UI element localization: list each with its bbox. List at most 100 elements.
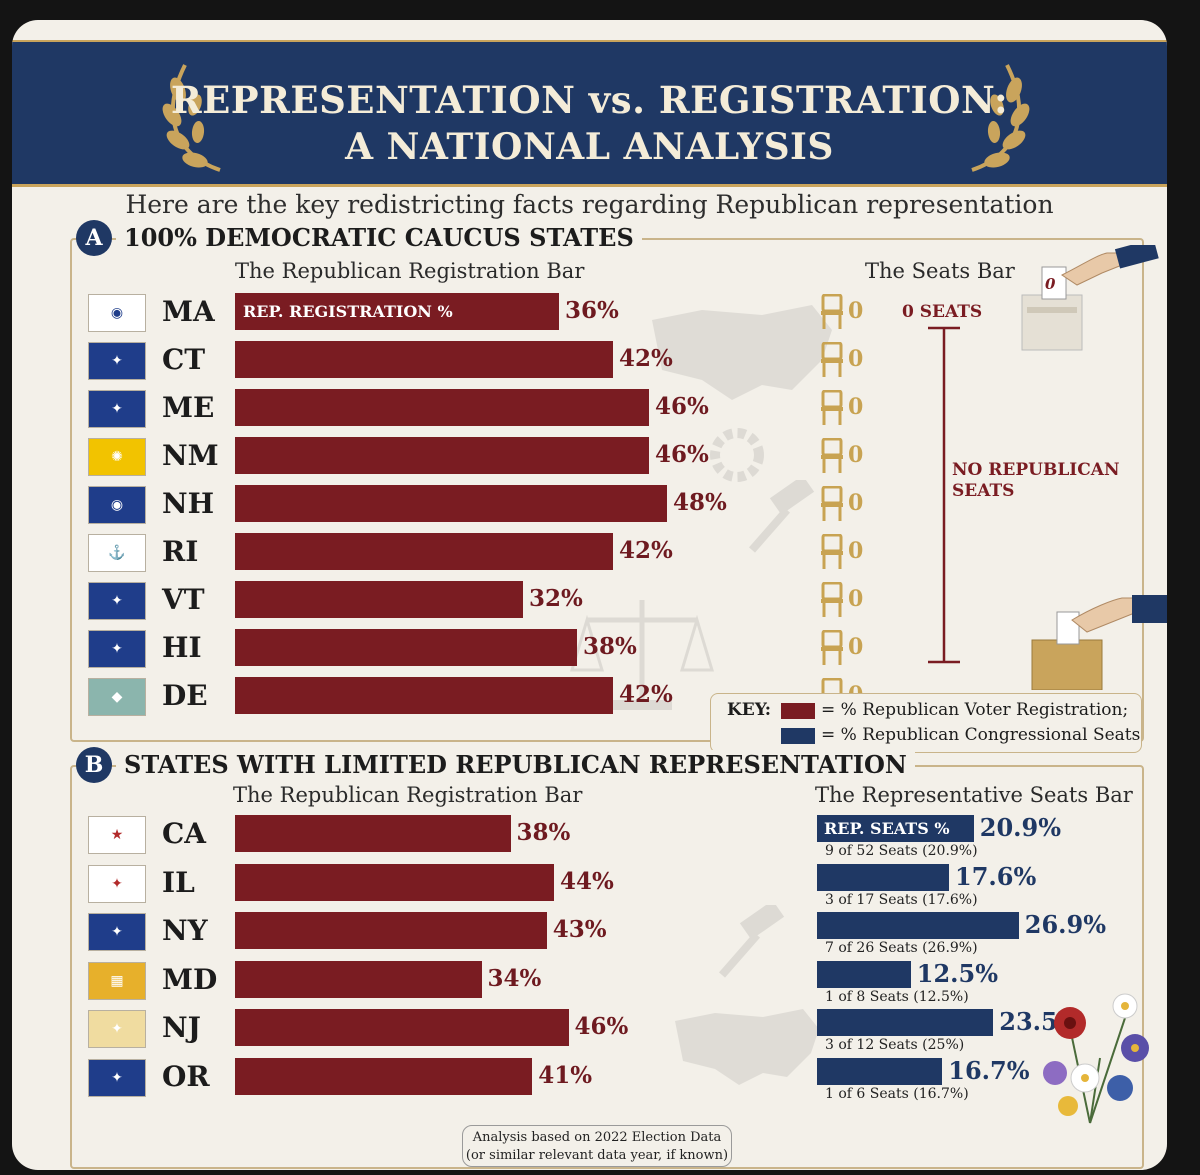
seats-bar bbox=[817, 912, 1019, 939]
seats-bar bbox=[817, 863, 949, 891]
ballot-box-icon bbox=[1031, 595, 1167, 690]
registration-value-label: 38% bbox=[516, 819, 571, 846]
title-line-2: A NATIONAL ANALYSIS bbox=[345, 126, 834, 168]
registration-bar bbox=[235, 341, 613, 378]
state-abbr: NH bbox=[162, 487, 215, 520]
seat-chair-icon bbox=[821, 582, 843, 617]
registration-bar bbox=[235, 581, 523, 618]
seat-chair-icon bbox=[821, 342, 843, 377]
state-flag-nh: ◉ bbox=[88, 486, 146, 524]
registration-bar bbox=[235, 389, 649, 426]
seat-chair-icon bbox=[821, 294, 843, 329]
state-abbr: HI bbox=[162, 631, 202, 664]
seat-chair-icon bbox=[821, 486, 843, 521]
state-flag-md: ▦ bbox=[88, 961, 146, 1000]
state-flag-il: ✦ bbox=[88, 864, 146, 903]
seats-value-label: 17.6% bbox=[955, 861, 1037, 891]
registration-bar bbox=[235, 437, 649, 474]
registration-value-label: 44% bbox=[560, 867, 614, 895]
laurel-left-icon bbox=[162, 64, 221, 172]
scales-of-justice-icon bbox=[569, 600, 715, 710]
seat-count-label: 0 bbox=[848, 634, 864, 660]
legend-key: KEY: = % Republican Voter Registration; … bbox=[710, 693, 1142, 753]
section-b-heading: STATES WITH LIMITED REPUBLICAN REPRESENT… bbox=[116, 750, 915, 779]
registration-value-label: 34% bbox=[487, 964, 542, 992]
no-seats-bracket bbox=[928, 326, 960, 664]
state-flag-me: ✦ bbox=[88, 390, 146, 428]
footnote-line-1: Analysis based on 2022 Election Data bbox=[472, 1130, 722, 1145]
seats-value-label: 26.9% bbox=[1024, 910, 1107, 939]
section-b-badge: B bbox=[76, 747, 112, 783]
key-label: KEY: bbox=[727, 700, 772, 720]
state-flag-ri: ⚓ bbox=[88, 534, 146, 572]
seats-value-label: 16.7% bbox=[948, 1055, 1030, 1085]
state-flag-nj: ✦ bbox=[88, 1010, 146, 1048]
seats-bar bbox=[817, 960, 911, 988]
registration-bar bbox=[235, 960, 482, 998]
registration-bar bbox=[235, 863, 554, 901]
state-flag-ma: ◉ bbox=[88, 294, 146, 332]
ballot-box-icon bbox=[1021, 245, 1159, 351]
state-flag-nm: ✺ bbox=[88, 438, 146, 476]
seats-count-note: 3 of 12 Seats (25%) bbox=[825, 1037, 965, 1053]
state-abbr: ME bbox=[162, 391, 215, 424]
section-a-heading: 100% DEMOCRATIC CAUCUS STATES bbox=[116, 223, 642, 252]
section-a-badge: A bbox=[76, 220, 112, 256]
state-flag-vt: ✦ bbox=[88, 582, 146, 620]
state-abbr: VT bbox=[162, 583, 205, 616]
registration-bar bbox=[235, 1057, 533, 1095]
state-flag-ny: ✦ bbox=[88, 913, 146, 951]
registration-bar bbox=[235, 1009, 569, 1046]
registration-value-label: 46% bbox=[655, 441, 709, 468]
seats-bar bbox=[817, 815, 974, 842]
seat-count-label: 0 bbox=[848, 586, 864, 612]
us-map-watermark bbox=[675, 1009, 819, 1085]
registration-bar-label: REP. REGISTRATION % bbox=[243, 302, 453, 321]
seat-count-label: 0 bbox=[848, 490, 864, 516]
seat-chair-icon bbox=[821, 630, 843, 665]
seat-chair-icon bbox=[821, 534, 843, 569]
seats-count-note: 1 of 8 Seats (12.5%) bbox=[825, 988, 969, 1005]
state-abbr: MA bbox=[162, 295, 215, 328]
registration-bar bbox=[235, 533, 613, 570]
registration-bar bbox=[235, 293, 559, 330]
state-flag-ct: ✦ bbox=[88, 342, 146, 380]
registration-value-label: 38% bbox=[583, 633, 637, 660]
state-flag-or: ✦ bbox=[88, 1058, 146, 1097]
seat-chair-icon bbox=[821, 438, 843, 473]
title-banner: REPRESENTATION vs. REGISTRATION: A NATIO… bbox=[12, 40, 1167, 187]
seat-count-label: 0 bbox=[848, 394, 864, 420]
registration-value-label: 42% bbox=[619, 681, 673, 708]
state-abbr: RI bbox=[162, 535, 199, 568]
seats-count-note: 1 of 6 Seats (16.7%) bbox=[825, 1085, 969, 1102]
state-abbr: IL bbox=[162, 865, 195, 899]
key-swatch-registration bbox=[781, 703, 815, 719]
state-abbr: OR bbox=[162, 1059, 210, 1093]
registration-value-label: 46% bbox=[655, 393, 709, 420]
zero-seats-label: 0 SEATS bbox=[902, 302, 983, 322]
key-swatch-seats bbox=[781, 728, 815, 744]
registration-bar bbox=[235, 629, 577, 666]
registration-value-label: 41% bbox=[538, 1061, 593, 1089]
us-map-watermark bbox=[652, 305, 832, 400]
seats-bar-label: REP. SEATS % bbox=[824, 819, 950, 838]
key-item-seats: = % Republican Congressional Seats bbox=[821, 725, 1141, 745]
state-abbr: CT bbox=[162, 343, 206, 376]
title-line-1: REPRESENTATION vs. REGISTRATION: bbox=[170, 78, 1009, 122]
state-abbr: MD bbox=[162, 962, 218, 996]
registration-value-label: 36% bbox=[565, 297, 619, 324]
ballot-mark: 0 bbox=[1045, 275, 1056, 293]
state-abbr: NM bbox=[162, 439, 219, 472]
seats-count-note: 3 of 17 Seats (17.6%) bbox=[825, 891, 978, 908]
seats-bar bbox=[817, 1009, 994, 1036]
seats-value-label: 20.9% bbox=[979, 813, 1062, 842]
state-abbr: NY bbox=[162, 914, 208, 947]
seats-value-label: 12.5% bbox=[916, 958, 999, 988]
registration-bar bbox=[235, 485, 667, 522]
registration-bar bbox=[235, 912, 547, 949]
footnote-line-2: (or similar relevant data year, if known… bbox=[465, 1148, 729, 1163]
section-a-seats-header: The Seats Bar bbox=[865, 259, 1015, 283]
infographic-card: REPRESENTATION vs. REGISTRATION: A NATIO… bbox=[12, 20, 1167, 1170]
registration-value-label: 42% bbox=[619, 345, 673, 372]
gavel-icon bbox=[718, 905, 785, 978]
